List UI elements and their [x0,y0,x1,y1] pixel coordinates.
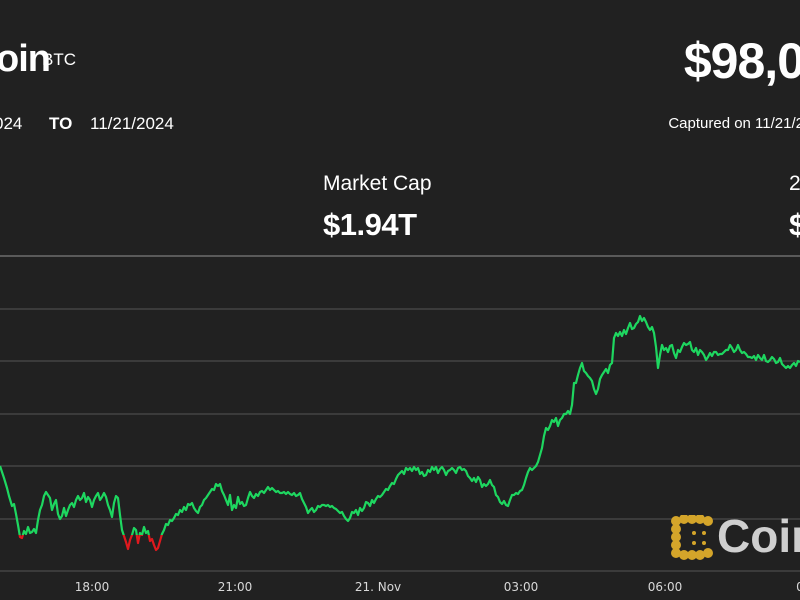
captured-timestamp: Captured on 11/21/2 [668,115,800,132]
coindesk-logo-text: Coin [717,510,800,562]
market-cap-label: Market Cap [323,172,432,195]
chart-gridlines [0,308,800,572]
x-axis-label: 21. Nov [354,580,402,594]
market-cap-value: $1.94T [323,207,417,242]
price-line-up [0,314,800,535]
date-range-to-label: TO [49,114,73,133]
stat-3-label: 2 [789,172,800,195]
coindesk-logo-icon [671,514,713,560]
current-price: $98,0 [683,33,800,89]
coindesk-logo: Coin [670,510,800,562]
x-axis-label: 0 [796,580,800,594]
asset-ticker: BTC [42,50,76,69]
stat-3-value: $ [789,207,800,242]
asset-name: oin [0,38,51,80]
x-axis-label: 06:00 [647,580,683,594]
x-axis-label: 21:00 [217,580,253,594]
x-axis-label: 18:00 [74,580,110,594]
x-axis-label: 03:00 [503,580,539,594]
header-separator [0,255,800,257]
date-range-start: 024 [0,114,23,133]
date-range-end: 11/21/2024 [90,114,174,133]
